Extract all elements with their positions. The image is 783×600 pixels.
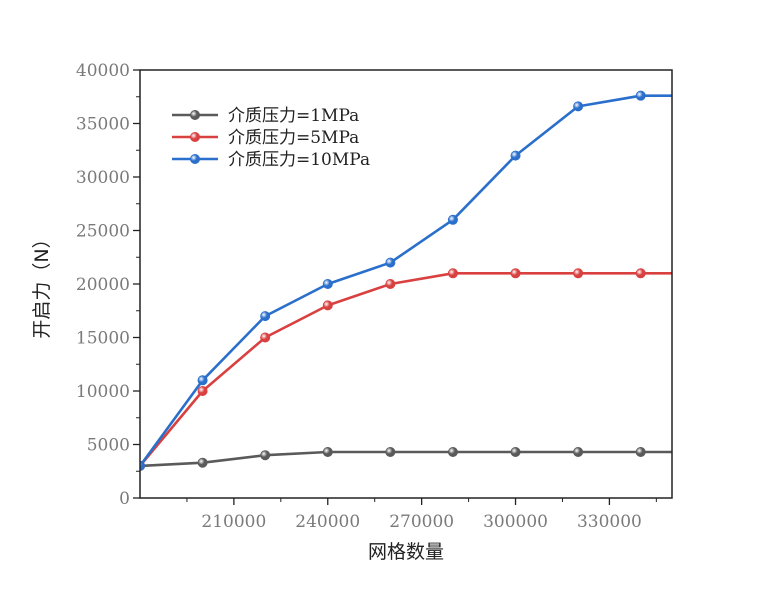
legend-swatch-marker — [189, 153, 200, 164]
data-point — [260, 450, 271, 461]
series-line-2 — [140, 272, 672, 467]
plot-frame — [139, 69, 673, 499]
data-point — [447, 268, 458, 279]
y-tick-label: 30000 — [76, 168, 130, 188]
data-point — [573, 446, 584, 457]
data-point — [573, 101, 584, 112]
data-point — [322, 300, 333, 311]
data-point — [447, 214, 458, 225]
x-tick-label: 330000 — [577, 512, 642, 532]
x-axis-title: 网格数量 — [368, 541, 444, 563]
legend-label: 介质压力=1MPa — [228, 106, 359, 126]
data-point — [385, 257, 396, 268]
y-tick-label: 5000 — [87, 436, 130, 456]
x-tick-label: 270000 — [389, 512, 454, 532]
data-point — [197, 457, 208, 468]
x-tick-label: 210000 — [201, 512, 266, 532]
legend-label: 介质压力=5MPa — [228, 128, 359, 148]
data-point — [573, 268, 584, 279]
data-point — [197, 375, 208, 386]
data-point — [510, 268, 521, 279]
y-axis-title: 开启力（N） — [31, 229, 53, 338]
data-point — [322, 446, 333, 457]
data-point — [635, 446, 646, 457]
x-tick-label: 300000 — [483, 512, 548, 532]
y-tick-label: 15000 — [76, 329, 130, 349]
data-point — [260, 311, 271, 322]
data-point — [385, 278, 396, 289]
y-tick-label: 0 — [119, 489, 130, 509]
y-tick-label: 35000 — [76, 115, 130, 135]
legend-swatch-marker — [189, 131, 200, 142]
legend-swatch-marker — [189, 110, 200, 121]
y-tick-label: 10000 — [76, 382, 130, 402]
data-point — [197, 385, 208, 396]
series-line-1 — [140, 450, 672, 468]
data-point — [510, 150, 521, 161]
data-point — [385, 446, 396, 457]
x-tick-label: 240000 — [295, 512, 360, 532]
data-point — [322, 278, 333, 289]
data-point — [635, 90, 646, 101]
plot-area — [140, 90, 672, 471]
data-point — [447, 446, 458, 457]
y-tick-label: 20000 — [76, 275, 130, 295]
data-point — [140, 460, 145, 471]
y-tick-label: 25000 — [76, 222, 130, 242]
data-point — [635, 268, 646, 279]
series-line-3 — [140, 94, 672, 467]
axis-ticks: 210000 240000 270000 300000 330000 0 5000 10000… — [76, 61, 657, 532]
data-point — [260, 332, 271, 343]
legend-label: 介质压力=10MPa — [228, 150, 370, 170]
y-tick-label: 40000 — [76, 61, 130, 81]
data-point — [510, 446, 521, 457]
